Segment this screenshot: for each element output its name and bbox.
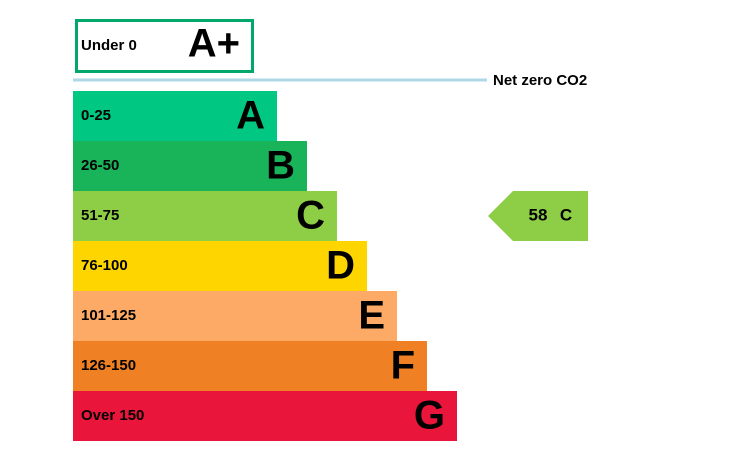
band-range: 26-50 (81, 157, 119, 174)
band-bar (73, 91, 277, 141)
band-bar (73, 291, 397, 341)
band-range: 101-125 (81, 307, 136, 324)
band-bar (73, 341, 427, 391)
top-band-box (75, 19, 254, 73)
band-bar (73, 391, 457, 441)
current-score: 58 (529, 205, 548, 224)
band-bar (73, 141, 307, 191)
band-bar (73, 191, 337, 241)
band-letter: B (266, 144, 295, 188)
band-letter: C (296, 194, 325, 238)
current-rating-arrow (488, 191, 588, 241)
net-zero-label: Net zero CO2 (493, 72, 587, 89)
bands: 0-25 A 26-50 B 51-75 C 76-100 D 101-125 E 126-150 F… (73, 91, 457, 441)
band-range: 51-75 (81, 207, 119, 224)
band-range: 0-25 (81, 107, 111, 124)
band-range: 126-150 (81, 357, 136, 374)
band-letter: D (326, 244, 355, 288)
current-rating: C (560, 205, 572, 224)
top-band-letter: A+ (188, 22, 240, 66)
band-range: Over 150 (81, 407, 144, 424)
band-letter: G (414, 394, 445, 438)
top-band-range: Under 0 (81, 37, 137, 54)
band-letter: A (236, 94, 265, 138)
band-range: 76-100 (81, 257, 128, 274)
band-letter: F (391, 344, 415, 388)
band-letter: E (358, 294, 385, 338)
band-bar (73, 241, 367, 291)
